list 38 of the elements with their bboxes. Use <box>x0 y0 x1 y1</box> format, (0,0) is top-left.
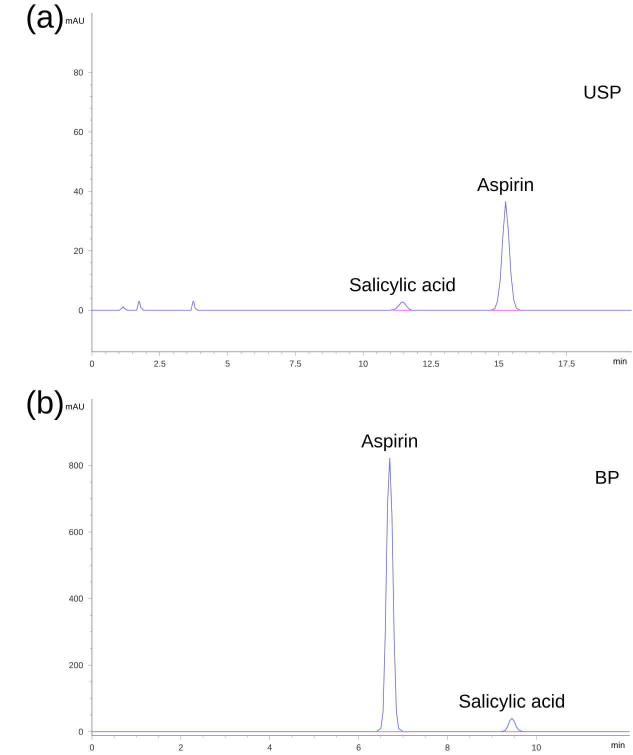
x-tick-label: 0 <box>90 360 94 367</box>
annotation: Salicylic acid <box>460 694 564 712</box>
x-tick-label: 17.5 <box>558 360 575 367</box>
x-tick-label: 2.5 <box>154 360 166 367</box>
y-tick-label: 200 <box>69 662 84 668</box>
x-tick-label: 6 <box>356 744 361 751</box>
x-tick-label: 12.5 <box>423 360 440 367</box>
y-axis-title: mAU <box>66 18 84 24</box>
y-tick-label: 80 <box>74 69 84 76</box>
annotation: Aspirin <box>477 177 534 195</box>
x-tick-label: 10 <box>532 744 541 751</box>
x-tick-label: 8 <box>446 744 450 751</box>
y-tick-label: 400 <box>69 596 84 602</box>
y-axis-title: mAU <box>66 404 84 410</box>
line-series <box>92 201 632 311</box>
chart-title: (b) <box>28 390 63 420</box>
x-axis-title: min <box>614 358 627 364</box>
x-tick-label: 2 <box>179 744 183 750</box>
x-tick-label: 15 <box>494 360 504 367</box>
annotation: BP <box>596 470 619 484</box>
y-tick-label: 0 <box>78 307 84 314</box>
y-tick-label: 600 <box>69 528 84 536</box>
annotation: Aspirin <box>361 434 418 452</box>
x-tick-label: 10 <box>359 360 368 367</box>
line-series <box>92 458 630 732</box>
y-tick-label: 800 <box>69 462 84 469</box>
chart-title: (a) <box>28 4 63 34</box>
x-axis-title: min <box>612 742 625 748</box>
annotation: Salicylic acid <box>350 278 455 296</box>
y-tick-label: 40 <box>74 188 84 194</box>
y-tick-label: 0 <box>78 728 84 735</box>
annotation: USP <box>584 86 621 99</box>
x-tick-label: 4 <box>268 744 272 750</box>
x-tick-label: 5 <box>226 360 230 367</box>
y-tick-label: 60 <box>74 128 84 136</box>
y-tick-label: 20 <box>74 248 84 254</box>
x-tick-label: 7.5 <box>290 360 302 367</box>
x-tick-label: 0 <box>90 744 94 751</box>
